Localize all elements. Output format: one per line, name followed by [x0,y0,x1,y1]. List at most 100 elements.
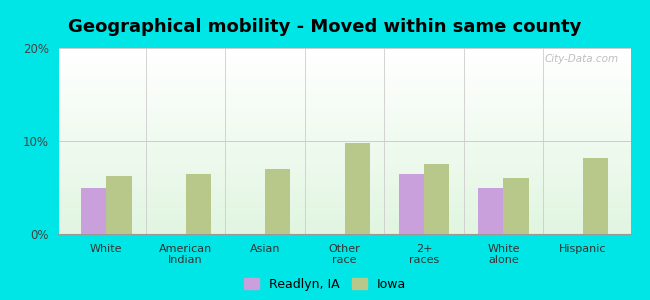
Bar [58,199,630,200]
Bar [58,128,630,129]
Bar [58,203,630,204]
Bar [58,183,630,184]
Bar [58,157,630,158]
Bar [58,162,630,163]
Bar [58,200,630,202]
Bar [58,143,630,144]
Bar [58,125,630,126]
Bar [58,51,630,52]
Bar [583,158,608,234]
Bar [58,222,630,223]
Bar [58,140,630,141]
Bar [58,105,630,106]
Bar [58,172,630,173]
Bar [58,75,630,76]
Bar [58,180,630,181]
Bar [58,175,630,176]
Bar [58,177,630,178]
Bar [58,161,630,162]
Bar [58,150,630,151]
Bar [58,67,630,68]
Bar [58,159,630,160]
Bar [58,153,630,154]
Bar [58,169,630,170]
Bar [58,182,630,183]
Bar [58,221,630,222]
Bar [58,61,630,62]
Bar [58,104,630,105]
Bar [58,229,630,230]
Bar [58,170,630,171]
Bar [58,99,630,100]
Bar [58,148,630,149]
Bar [58,106,630,107]
Bar [58,114,630,115]
Bar [58,165,630,166]
Bar [58,55,630,56]
Bar [58,138,630,139]
Bar [58,133,630,134]
Text: City-Data.com: City-Data.com [545,54,619,64]
Bar [58,179,630,180]
Bar [58,117,630,118]
Bar [58,218,630,219]
Bar [58,158,630,159]
Bar [58,204,630,205]
Bar [58,122,630,123]
Bar [58,79,630,80]
Bar [58,189,630,190]
Bar [58,156,630,157]
Bar [58,90,630,91]
Bar [58,56,630,57]
Bar [58,87,630,88]
Bar [58,74,630,75]
Bar [58,208,630,209]
Bar [58,149,630,150]
Bar [58,115,630,116]
Bar [58,188,630,189]
Bar [58,111,630,112]
Bar [58,176,630,177]
Bar [58,72,630,73]
Bar [58,225,630,226]
Bar [58,213,630,214]
Bar [58,100,630,101]
Bar [58,58,630,59]
Bar [58,49,630,50]
Bar [58,48,630,49]
Bar [58,119,630,120]
Bar [58,160,630,161]
Bar [58,160,630,161]
Bar [58,89,630,90]
Bar [58,198,630,199]
Bar [58,164,630,165]
Bar [58,120,630,121]
Bar [58,202,630,203]
Bar [81,188,106,234]
Bar [58,57,630,58]
Bar [58,65,630,66]
Bar [265,169,291,234]
Bar [106,176,131,234]
Bar [58,64,630,65]
Bar [58,141,630,142]
Bar [58,224,630,225]
Bar [58,192,630,193]
Bar [58,118,630,119]
Bar [58,154,630,155]
Bar [186,173,211,234]
Bar [58,84,630,85]
Bar [58,207,630,208]
Bar [58,215,630,216]
Bar [58,94,630,95]
Bar [58,147,630,148]
Bar [58,86,630,87]
Bar [58,131,630,132]
Bar [58,142,630,143]
Bar [503,178,529,234]
Bar [58,210,630,211]
Bar [58,205,630,206]
Bar [58,152,630,153]
Bar [58,168,630,169]
Bar [58,178,630,179]
